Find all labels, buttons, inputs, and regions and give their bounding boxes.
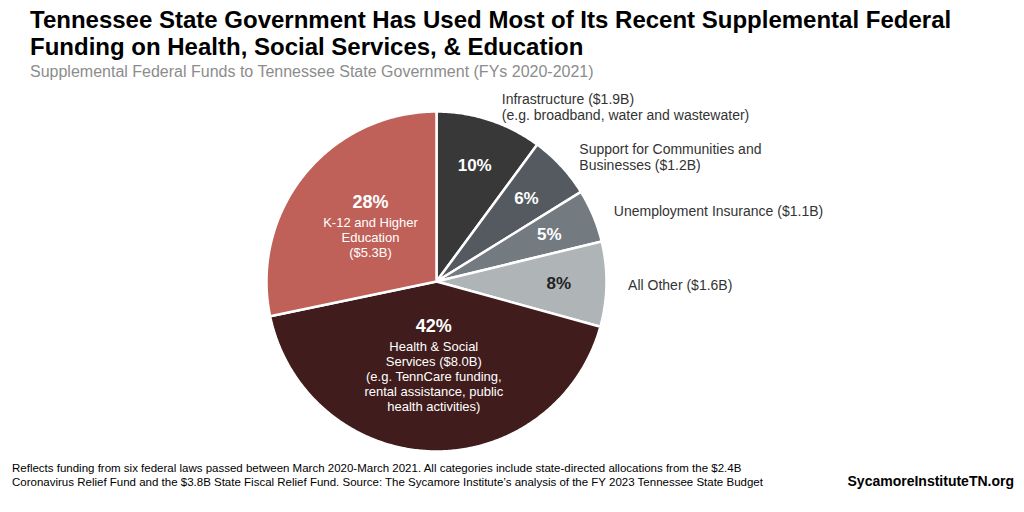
- html-text:Reflects funding from six fede: Reflects funding from six federal laws p…: [12, 462, 763, 488]
- svg-text:Support for Communities andBus: Support for Communities andBusinesses ($…: [579, 141, 761, 173]
- html-text:Tennessee State Government Has: Tennessee State Government Has Used Most…: [30, 6, 952, 60]
- svg-text:42%: 42%: [416, 316, 452, 336]
- svg-text:Unemployment Insurance ($1.1B): Unemployment Insurance ($1.1B): [614, 203, 823, 219]
- svg-text:K-12 and HigherEducation($5.3B: K-12 and HigherEducation($5.3B): [323, 215, 418, 260]
- svg-text:Infrastructure ($1.9B)(e.g. br: Infrastructure ($1.9B)(e.g. broadband, w…: [502, 91, 749, 123]
- html-text:Supplemental Federal Funds to: Supplemental Federal Funds to Tennessee …: [30, 63, 594, 80]
- svg-text:10%: 10%: [458, 156, 492, 175]
- svg-text:28%: 28%: [353, 192, 389, 212]
- svg-text:All Other ($1.6B): All Other ($1.6B): [628, 277, 732, 293]
- svg-text:5%: 5%: [537, 225, 562, 244]
- svg-text:8%: 8%: [547, 274, 572, 293]
- svg-text:6%: 6%: [514, 189, 539, 208]
- html-text:SycamoreInstituteTN.org: SycamoreInstituteTN.org: [847, 473, 1014, 489]
- svg-text:Health & SocialServices ($8.0B: Health & SocialServices ($8.0B)(e.g. Ten…: [364, 339, 503, 414]
